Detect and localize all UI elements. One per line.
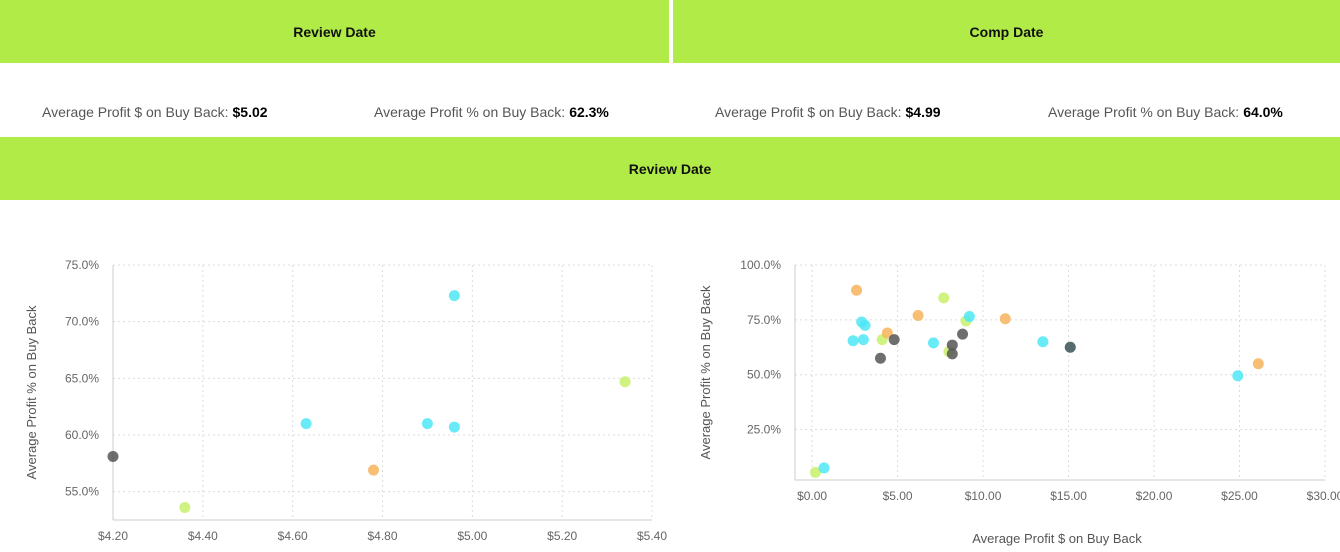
scatter-point — [1252, 358, 1264, 370]
scatter-point — [810, 466, 822, 478]
chart-section-title: Review Date — [628, 160, 712, 177]
scatter-point — [999, 313, 1011, 325]
y-tick-label: 70.0% — [65, 315, 99, 329]
scatter-point — [448, 421, 460, 433]
scatter-point — [927, 337, 939, 349]
y-tick-label: 55.0% — [65, 485, 99, 499]
x-tick-label: $4.20 — [98, 529, 128, 543]
x-tick-label: $5.40 — [637, 529, 667, 543]
scatter-point — [874, 352, 886, 364]
y-tick-label: 65.0% — [65, 371, 99, 385]
comp-date-title: Comp Date — [969, 23, 1044, 40]
metric-value: $5.02 — [232, 104, 268, 120]
scatter-point — [851, 284, 863, 296]
review-date-title: Review Date — [293, 23, 376, 40]
scatter-point — [946, 348, 958, 360]
scatter-point — [448, 290, 460, 302]
scatter-point — [963, 311, 975, 323]
y-tick-label: 75.0% — [65, 258, 99, 272]
scatter-point — [946, 339, 958, 351]
scatter-point — [179, 502, 191, 514]
scatter-point — [1064, 341, 1076, 353]
x-tick-label: $5.00 — [883, 489, 913, 503]
scatter-point — [1037, 336, 1049, 348]
scatter-point — [888, 334, 900, 346]
scatter-point — [957, 328, 969, 340]
comp-date-header: Comp Date — [673, 0, 1340, 63]
scatter-point — [912, 309, 924, 321]
x-tick-label: $5.00 — [457, 529, 487, 543]
review-date-header: Review Date — [0, 0, 669, 63]
scatter-point — [619, 376, 631, 388]
metric-label: Average Profit $ on Buy Back: — [715, 104, 902, 120]
x-tick-label: $15.00 — [1050, 489, 1087, 503]
x-tick-label: $5.20 — [547, 529, 577, 543]
x-tick-label: $25.00 — [1221, 489, 1258, 503]
scatter-point — [1232, 370, 1244, 382]
metric-value: 64.0% — [1243, 104, 1283, 120]
metric-value: $4.99 — [905, 104, 941, 120]
y-tick-label: 60.0% — [65, 428, 99, 442]
x-tick-label: $0.00 — [797, 489, 827, 503]
y-axis-title: Average Profit % on Buy Back — [24, 305, 39, 479]
metric-label: Average Profit $ on Buy Back: — [42, 104, 229, 120]
scatter-point — [881, 327, 893, 339]
y-tick-label: 100.0% — [740, 258, 781, 272]
scatter-point — [300, 418, 312, 430]
metric-label: Average Profit % on Buy Back: — [1048, 104, 1240, 120]
chart-section-header: Review Date — [0, 137, 1340, 200]
scatter-point — [859, 319, 871, 331]
x-tick-label: $20.00 — [1136, 489, 1173, 503]
scatter-point — [421, 418, 433, 430]
x-axis-title: Average Profit $ on Buy Back — [972, 531, 1142, 546]
scatter-point — [818, 462, 830, 474]
scatter-point — [938, 292, 950, 304]
metric-label: Average Profit % on Buy Back: — [374, 104, 566, 120]
x-tick-label: $4.60 — [278, 529, 308, 543]
scatter-point — [368, 464, 380, 476]
y-axis-title: Average Profit % on Buy Back — [698, 285, 713, 459]
x-tick-label: $4.40 — [188, 529, 218, 543]
y-tick-label: 75.0% — [747, 313, 781, 327]
y-tick-label: 25.0% — [747, 423, 781, 437]
y-tick-label: 50.0% — [747, 368, 781, 382]
x-tick-label: $4.80 — [367, 529, 397, 543]
scatter-point — [107, 451, 119, 463]
review-avg-profit-dollar: Average Profit $ on Buy Back: $5.02 — [42, 104, 268, 120]
comp-avg-profit-dollar: Average Profit $ on Buy Back: $4.99 — [715, 104, 941, 120]
x-tick-label: $10.00 — [965, 489, 1002, 503]
comp-avg-profit-pct: Average Profit % on Buy Back: 64.0% — [1048, 104, 1283, 120]
review-avg-profit-pct: Average Profit % on Buy Back: 62.3% — [374, 104, 609, 120]
x-tick-label: $30.00 — [1307, 489, 1340, 503]
scatter-point — [857, 334, 869, 346]
scatter-point — [847, 335, 859, 347]
metric-value: 62.3% — [569, 104, 609, 120]
